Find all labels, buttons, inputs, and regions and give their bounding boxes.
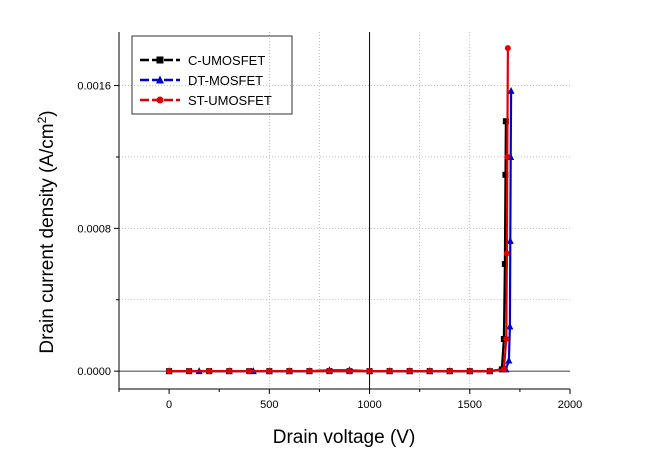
data-point-2-16 (486, 368, 493, 375)
legend-label-0: C-UMOSFET (188, 53, 265, 68)
series-0 (166, 118, 509, 375)
data-point-0-19 (501, 261, 508, 268)
y-axis-title-close: ) (37, 110, 58, 116)
data-point-0-21 (502, 118, 509, 125)
data-point-2-6 (286, 368, 293, 375)
y-tick-label-0: 0.0000 (77, 366, 111, 378)
legend-marker-0 (156, 56, 164, 64)
data-point-2-11 (386, 368, 393, 375)
data-point-2-8 (326, 368, 333, 375)
data-point-2-2 (206, 368, 213, 375)
data-point-2-15 (466, 368, 473, 375)
data-point-2-17 (500, 366, 507, 373)
y-axis-title-sup: 2 (35, 116, 49, 123)
data-point-2-14 (446, 368, 453, 375)
data-point-2-19 (503, 250, 510, 257)
series-1 (165, 86, 515, 375)
legend-label-1: DT-MOSFET (188, 73, 263, 88)
series-line-2 (169, 48, 509, 373)
data-point-2-5 (266, 368, 273, 375)
x-tick-label-1: 500 (260, 399, 278, 411)
y-axis-title: Drain current density (A/cm2) (35, 110, 58, 353)
data-point-2-21 (504, 45, 511, 52)
x-tick-label-2: 1000 (357, 399, 381, 411)
data-point-1-21 (507, 86, 515, 94)
axes (114, 32, 571, 394)
legend-frame (131, 35, 293, 115)
x-axis-title: Drain voltage (V) (273, 427, 416, 448)
data-point-0-20 (502, 171, 509, 178)
data-point-2-18 (503, 336, 510, 343)
x-tick-label-0: 0 (166, 399, 172, 411)
y-tick-label-2: 0.0016 (77, 81, 111, 93)
data-point-2-0 (166, 368, 173, 375)
data-point-1-17 (505, 356, 513, 364)
data-point-2-12 (406, 368, 413, 375)
x-tick-label-3: 1500 (458, 399, 482, 411)
series-line-1 (169, 90, 513, 373)
data-point-2-20 (504, 153, 511, 160)
data-point-2-3 (226, 368, 233, 375)
data-point-2-10 (366, 368, 373, 375)
legend: C-UMOSFET DT-MOSFET ST-UMOSFET (131, 35, 293, 115)
y-tick-label-1: 0.0008 (77, 223, 111, 235)
tick-labels: 0 500 1000 1500 2000 0.0000 0.0008 0.0016 (77, 81, 582, 411)
legend-marker-1 (156, 75, 164, 84)
data-point-2-9 (346, 368, 353, 375)
y-axis-title-main: Drain current density (A/cm (37, 123, 58, 353)
data-point-1-18 (506, 322, 514, 330)
series-2 (166, 45, 511, 375)
data-point-2-7 (306, 368, 313, 375)
grid-lines (119, 32, 570, 389)
data-point-2-4 (246, 368, 253, 375)
data-point-1-19 (506, 236, 514, 244)
legend-marker-2 (156, 96, 164, 104)
series-line-0 (169, 121, 507, 373)
x-tick-label-4: 2000 (558, 399, 582, 411)
data-point-2-1 (186, 368, 193, 375)
series-group (165, 45, 515, 375)
legend-label-2: ST-UMOSFET (188, 93, 272, 108)
data-point-2-13 (426, 368, 433, 375)
